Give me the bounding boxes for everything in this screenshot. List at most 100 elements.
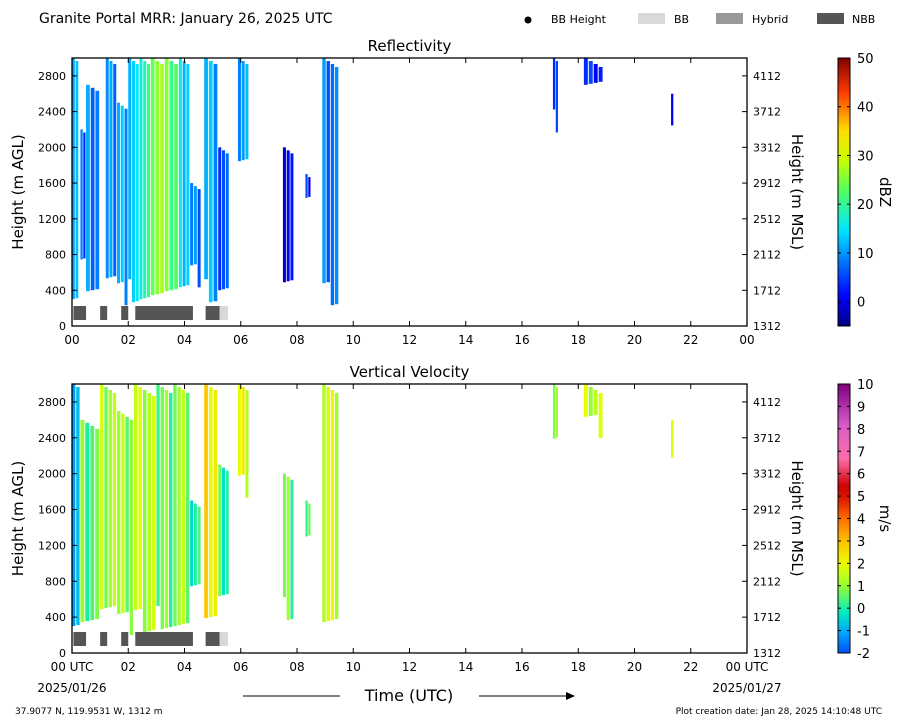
- colorbar-tick-label: 1: [857, 580, 865, 595]
- data-cell: [147, 393, 151, 632]
- colorbar-tick-label: 5: [857, 490, 865, 505]
- legend-swatch: [817, 13, 844, 24]
- data-cell: [90, 425, 95, 621]
- data-cell: [225, 153, 229, 289]
- data-cell: [598, 393, 603, 438]
- bb-bar-nbb: [73, 306, 87, 320]
- data-cell: [555, 61, 558, 133]
- legend-label: BB Height: [551, 13, 607, 26]
- data-cell: [164, 58, 169, 292]
- x-tick-label: 12: [402, 660, 417, 674]
- data-cell: [583, 58, 588, 85]
- data-cell: [108, 390, 112, 608]
- y-tick-label: 2800: [38, 70, 66, 83]
- data-cell: [308, 503, 311, 536]
- colorbar-tick-label: 50: [857, 52, 874, 67]
- y-tick-label-right: 2912: [753, 177, 781, 190]
- data-cell: [178, 58, 182, 288]
- y-tick-label: 2400: [38, 432, 66, 445]
- legend-label: Hybrid: [752, 13, 788, 26]
- data-cell: [334, 67, 339, 305]
- data-cell: [237, 384, 241, 476]
- data-cell: [282, 473, 286, 598]
- y-tick-label-right: 3712: [753, 106, 781, 119]
- data-cell: [155, 61, 160, 295]
- data-cell: [113, 64, 117, 277]
- x-tick-label: 00 UTC: [51, 660, 94, 674]
- data-cell: [72, 384, 76, 627]
- data-cell: [208, 387, 213, 618]
- data-cell: [85, 422, 90, 622]
- y-tick-label: 1200: [38, 213, 66, 226]
- data-cell: [105, 58, 109, 279]
- colorbar-tick-label: 2: [857, 557, 865, 572]
- colorbar-tick-label: 6: [857, 468, 865, 483]
- y-tick-label-right: 3712: [753, 432, 781, 445]
- data-cell: [326, 387, 330, 622]
- data-cell: [204, 384, 208, 619]
- data-cell: [83, 132, 86, 259]
- data-cell: [197, 506, 201, 585]
- x-tick-label: 02: [121, 660, 136, 674]
- x-tick-label: 10: [346, 333, 361, 347]
- data-cell: [222, 467, 225, 596]
- x-tick-label: 16: [514, 333, 529, 347]
- data-cell: [204, 58, 208, 280]
- data-cell: [286, 150, 290, 282]
- y-tick-label: 2400: [38, 106, 66, 119]
- data-cell: [72, 58, 75, 300]
- y-tick-label-right: 1312: [753, 647, 781, 660]
- y-tick-label-right: 1312: [753, 320, 781, 333]
- data-cell: [181, 390, 186, 625]
- colorbar-label: dBZ: [876, 177, 894, 207]
- data-cell: [193, 186, 197, 265]
- panel-title: Vertical Velocity: [350, 363, 470, 381]
- bb-bar-nbb: [121, 306, 129, 320]
- y-tick-label: 800: [45, 575, 66, 588]
- y-tick-label-right: 2112: [753, 575, 781, 588]
- data-cell: [208, 61, 213, 303]
- data-cell: [121, 413, 125, 614]
- data-cell: [190, 183, 194, 266]
- bb-bar-nbb: [135, 306, 193, 320]
- data-cell: [90, 87, 95, 291]
- data-cell: [143, 61, 147, 299]
- colorbar-tick-label: 10: [857, 247, 874, 262]
- data-cell: [177, 387, 181, 626]
- data-cell: [135, 64, 139, 302]
- legend: BB Height BB Hybrid NBB: [524, 13, 875, 26]
- y-tick-label-right: 1712: [753, 611, 781, 624]
- data-cell: [186, 64, 190, 286]
- data-cell: [160, 64, 164, 294]
- x-tick-label: 00 UTC: [726, 660, 769, 674]
- data-cell: [237, 58, 241, 162]
- y-tick-label: 0: [59, 647, 66, 660]
- data-cell: [222, 150, 225, 290]
- colorbar-tick-label: -1: [857, 625, 870, 640]
- colorbar-tick-label: 0: [857, 296, 865, 311]
- y-tick-label-right: 2112: [753, 249, 781, 262]
- data-cell: [132, 61, 135, 303]
- x-tick-label: 08: [289, 660, 304, 674]
- data-cell: [117, 410, 121, 615]
- data-cell: [245, 64, 249, 160]
- data-cell: [245, 390, 249, 498]
- data-cell: [185, 393, 190, 624]
- data-cell: [142, 390, 147, 633]
- x-tick-label: 18: [571, 333, 586, 347]
- data-cell: [593, 64, 598, 83]
- data-cell: [174, 64, 178, 290]
- data-cell: [326, 61, 330, 283]
- colorbar-label: m/s: [876, 505, 894, 533]
- x-tick-label: 18: [571, 660, 586, 674]
- data-cell: [169, 61, 174, 291]
- x-tick-label: 00: [739, 333, 754, 347]
- data-cell: [197, 189, 201, 288]
- colorbar: [837, 57, 851, 327]
- data-cell: [75, 61, 79, 299]
- y-tick-label: 1600: [38, 177, 66, 190]
- legend-dot-marker: [524, 16, 532, 24]
- end-date: 2025/01/27: [712, 681, 781, 695]
